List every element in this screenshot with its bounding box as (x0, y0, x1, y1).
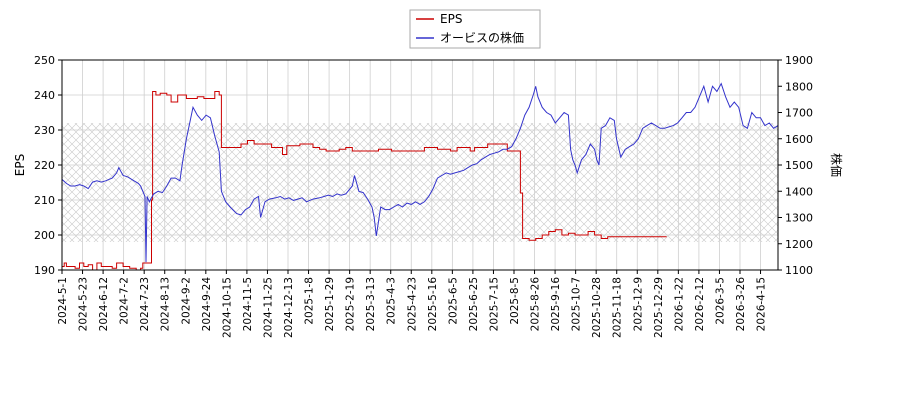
series-line-price (62, 82, 778, 263)
right-tick-label: 1500 (785, 159, 813, 172)
bottom-tick-label: 2024-11-25 (262, 277, 274, 338)
legend-box (409, 9, 541, 49)
bottom-tick-label: 2025-12-29 (653, 277, 665, 338)
bottom-tick-label: 2025-3-13 (365, 277, 377, 331)
bottom-tick-label: 2026-2-12 (694, 277, 706, 331)
bottom-tick-label: 2024-12-13 (283, 277, 295, 338)
bottom-tick-label: 2025-10-28 (591, 277, 603, 338)
series-line-eps (62, 91, 667, 270)
bottom-tick-label: 2025-8-26 (530, 277, 542, 332)
right-tick-label: 1600 (785, 133, 813, 146)
left-tick-label: 200 (34, 229, 55, 242)
left-tick-label: 220 (34, 159, 55, 172)
left-axis-label: EPS (13, 154, 27, 176)
bottom-tick-label: 2025-7-15 (488, 277, 500, 331)
bottom-tick-label: 2025-4-23 (406, 277, 418, 331)
bottom-tick-label: 2025-1-8 (304, 277, 316, 325)
left-tick-label: 230 (34, 124, 55, 137)
bottom-tick-label: 2024-5-1 (57, 277, 69, 325)
bottom-tick-label: 2025-8-5 (509, 277, 521, 325)
bottom-tick-label: 2024-6-12 (98, 277, 110, 331)
bottom-tick-label: 2025-12-9 (632, 277, 644, 331)
right-tick-label: 1700 (785, 107, 813, 120)
bottom-tick-label: 2024-11-5 (242, 277, 254, 331)
hatched-band (62, 123, 778, 242)
bottom-tick-label: 2026-1-22 (673, 277, 685, 331)
legend-label-eps: EPS (440, 12, 462, 26)
bottom-tick-label: 2024-7-2 (119, 277, 131, 325)
bottom-tick-label: 2024-10-15 (221, 277, 233, 338)
legend: EPS オービスの株価 (409, 9, 541, 49)
bottom-tick-label: 2025-1-29 (324, 277, 336, 331)
bottom-tick-label: 2024-5-23 (78, 277, 90, 331)
bottom-tick-label: 2025-2-19 (345, 277, 357, 331)
bottom-tick-label: 2025-11-18 (612, 277, 624, 338)
bottom-tick-label: 2026-4-15 (756, 277, 768, 331)
right-axis: 1100 1200 1300 1400 1500 1600 1700 1800 1900 (778, 54, 813, 277)
bottom-tick-label: 2024-9-24 (201, 277, 213, 332)
grid-layer (61, 59, 778, 271)
right-tick-label: 1200 (785, 238, 813, 251)
bottom-tick-label: 2025-10-7 (571, 277, 583, 331)
left-tick-label: 240 (34, 89, 55, 102)
bottom-tick-label: 2025-6-5 (447, 277, 459, 325)
right-axis-label: 株価 (829, 153, 844, 177)
right-tick-label: 1400 (785, 185, 813, 198)
bottom-tick-label: 2026-3-5 (714, 277, 726, 325)
left-tick-label: 210 (34, 194, 55, 207)
left-tick-label: 190 (34, 264, 55, 277)
right-tick-label: 1300 (785, 212, 813, 225)
right-tick-label: 1800 (785, 80, 813, 93)
right-tick-label: 1100 (785, 264, 813, 277)
series-layer (62, 82, 778, 270)
legend-label-price: オービスの株価 (440, 30, 524, 45)
bottom-tick-label: 2024-8-13 (160, 277, 172, 331)
bottom-tick-label: 2026-3-26 (735, 277, 747, 332)
left-axis: 190 200 210 220 230 240 250 (34, 54, 62, 277)
bottom-tick-label: 2025-6-25 (468, 277, 480, 331)
bottom-tick-label: 2025-4-3 (386, 277, 398, 325)
bottom-tick-label: 2024-9-2 (180, 277, 192, 325)
right-tick-label: 1900 (785, 54, 813, 67)
bottom-tick-label: 2024-7-23 (139, 277, 151, 331)
left-tick-label: 250 (34, 54, 55, 67)
bottom-tick-label: 2025-5-16 (427, 277, 439, 332)
bottom-tick-label: 2025-9-16 (550, 277, 562, 332)
bottom-axis: 2024-5-1 2024-5-23 2024-6-12 2024-7-2 2024-7… (57, 270, 768, 338)
